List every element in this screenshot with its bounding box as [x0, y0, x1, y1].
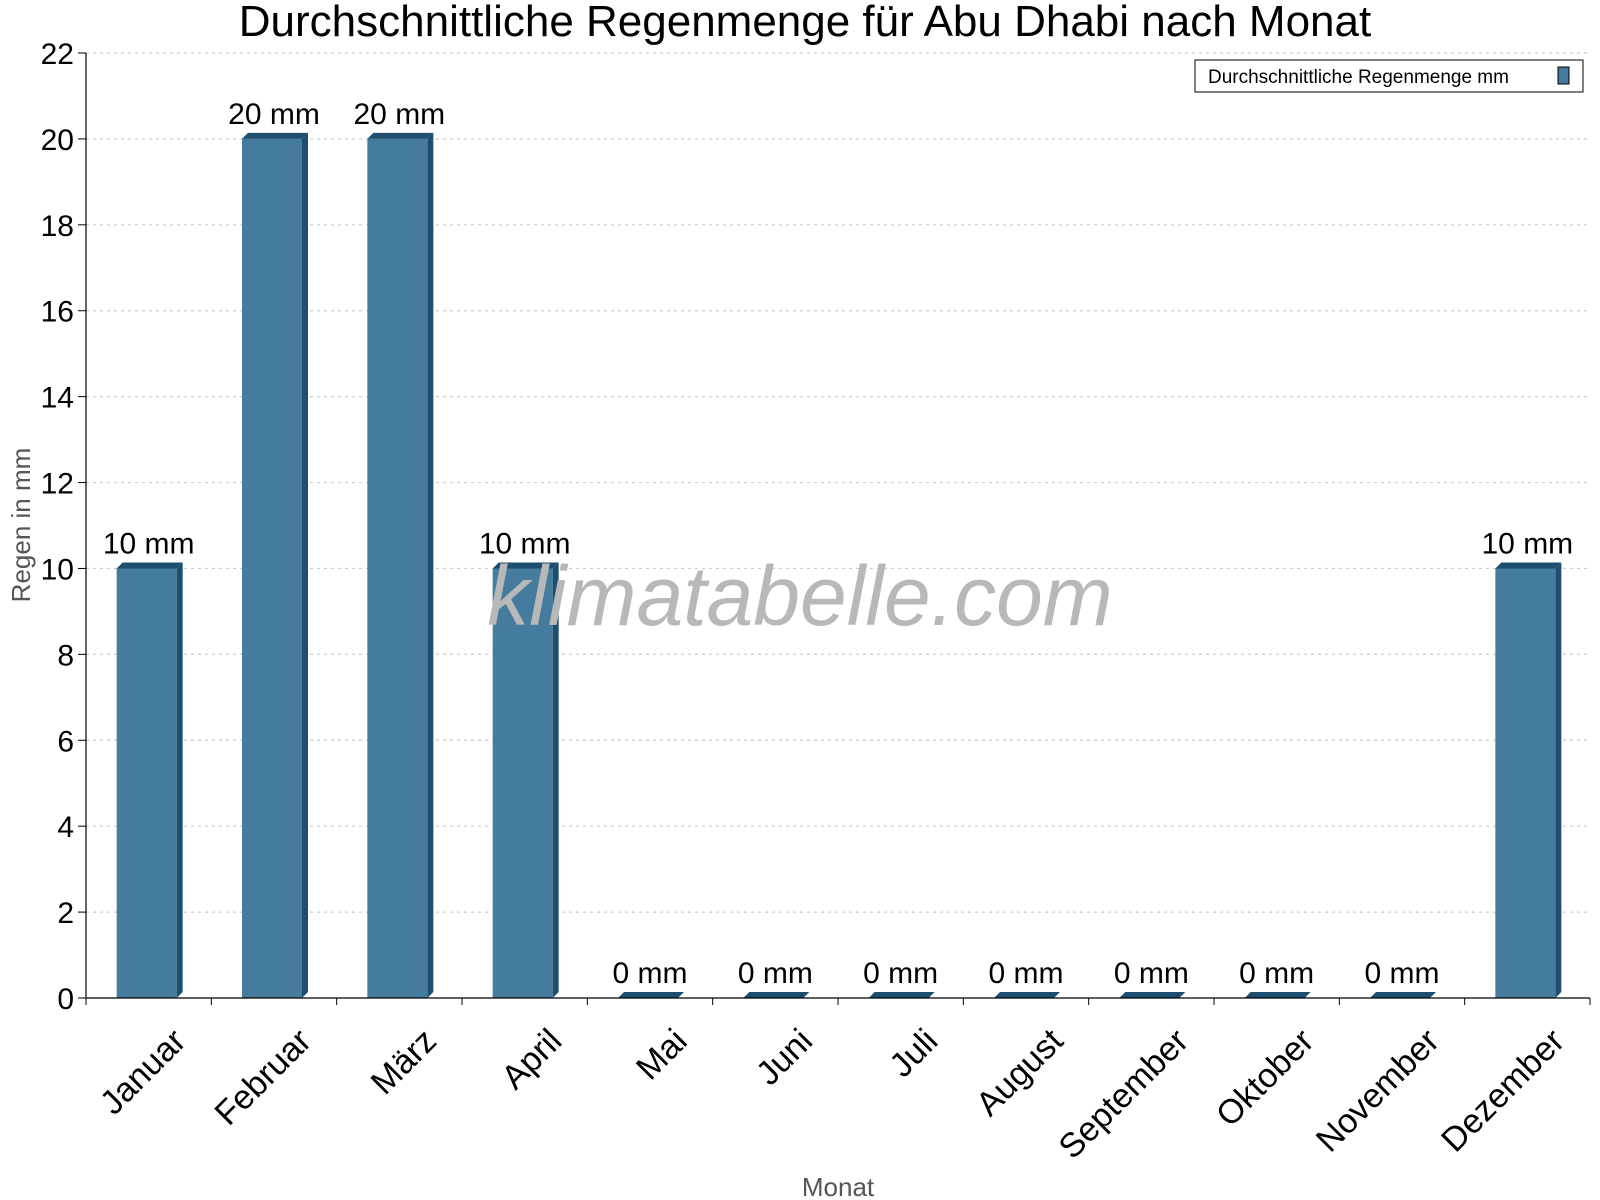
bar-side: [552, 562, 559, 998]
bar-top: [868, 992, 935, 998]
value-labels: 10 mm 20 mm 20 mm 10 mm 0 mm 0 mm 0 mm 0 mm 0 mm…: [103, 98, 1573, 990]
x-axis-label: Monat: [802, 1172, 875, 1200]
x-tick-label: März: [364, 1022, 444, 1102]
grid-lines: [86, 52, 1590, 913]
legend: Durchschnittliche Regenmenge mm: [1194, 59, 1584, 93]
x-tick-label: Mai: [629, 1022, 695, 1088]
y-tick-label: 10: [41, 553, 74, 586]
y-tick-label: 0: [57, 983, 74, 1016]
bar-oktober: [1244, 992, 1311, 998]
bar-juli: [868, 992, 935, 998]
watermark: klimatabelle.com: [487, 549, 1113, 643]
y-tick-label: 14: [41, 382, 74, 415]
bar-september: [1119, 992, 1186, 998]
y-tick-label: 2: [57, 897, 74, 930]
bar-front: [116, 568, 177, 998]
value-label: 0 mm: [738, 957, 813, 990]
chart-title: Durchschnittliche Regenmenge für Abu Dha…: [239, 0, 1371, 46]
bar-top: [367, 132, 434, 139]
bar-februar: [242, 132, 308, 999]
value-label: 10 mm: [479, 527, 571, 560]
value-label: 0 mm: [1114, 957, 1189, 990]
bar-märz: [367, 132, 434, 999]
legend-box: [1194, 59, 1584, 93]
bars: [116, 132, 1562, 999]
y-tick-label: 8: [57, 639, 74, 672]
x-tick-label: April: [494, 1022, 569, 1097]
bar-top: [492, 562, 559, 569]
bar-front: [367, 138, 428, 999]
x-tick-label: Dezember: [1434, 1022, 1572, 1160]
bar-top: [1119, 992, 1186, 998]
bar-dezember: [1495, 562, 1562, 998]
bar-front: [242, 138, 302, 999]
bar-top: [1244, 992, 1311, 998]
bar-august: [994, 992, 1060, 998]
bar-side: [427, 132, 434, 999]
bar-november: [1370, 992, 1436, 998]
value-label: 20 mm: [353, 98, 445, 131]
bar-top: [994, 992, 1060, 998]
bar-top: [743, 992, 810, 998]
bar-top: [618, 992, 684, 998]
x-tick-label: Januar: [93, 1022, 193, 1122]
bar-april: [492, 562, 559, 998]
y-tick-label: 6: [57, 725, 74, 758]
value-label: 0 mm: [613, 957, 688, 990]
value-label: 20 mm: [228, 98, 320, 131]
y-axis-label: Regen in mm: [6, 448, 36, 603]
legend-swatch: [1557, 66, 1570, 85]
bar-side: [1555, 562, 1562, 998]
x-tick-label: November: [1309, 1022, 1447, 1160]
bar-mai: [618, 992, 684, 998]
bar-front: [1495, 568, 1556, 998]
bar-top: [1495, 562, 1562, 569]
value-label: 10 mm: [1481, 527, 1573, 560]
bar-januar: [116, 562, 183, 998]
y-tick-label: 20: [41, 124, 74, 157]
value-label: 0 mm: [1365, 957, 1440, 990]
y-tick-label: 22: [41, 38, 74, 71]
bar-juni: [743, 992, 810, 998]
bar-side: [176, 562, 183, 998]
value-label: 0 mm: [863, 957, 938, 990]
bar-front: [492, 568, 553, 998]
y-tick-label: 12: [41, 468, 74, 501]
x-tick-label: Oktober: [1209, 1022, 1321, 1134]
value-label: 0 mm: [1239, 957, 1314, 990]
x-tick-label: Juli: [882, 1022, 945, 1085]
bar-top: [116, 562, 183, 569]
x-tick-label: August: [969, 1021, 1071, 1123]
value-label: 0 mm: [989, 957, 1064, 990]
x-tick-label: Februar: [208, 1022, 319, 1133]
y-tick-label: 4: [57, 811, 74, 844]
bar-side: [302, 132, 308, 999]
x-tick-label: September: [1051, 1022, 1195, 1166]
y-tick-label: 16: [41, 296, 74, 329]
bar-top: [1370, 992, 1436, 998]
y-tick-label: 18: [41, 210, 74, 243]
bar-top: [242, 132, 308, 139]
value-label: 10 mm: [103, 527, 195, 560]
x-tick-label: Juni: [749, 1022, 820, 1093]
legend-label: Durchschnittliche Regenmenge mm: [1208, 67, 1509, 88]
